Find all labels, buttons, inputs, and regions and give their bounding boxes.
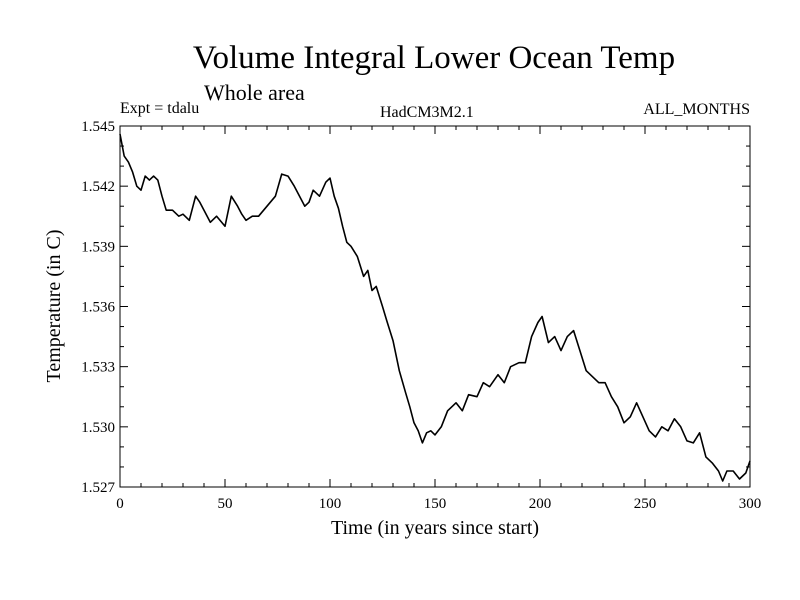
chart-title: Volume Integral Lower Ocean Temp [192,40,676,76]
y-tick-label: 1.539 [81,239,115,255]
plot-frame [119,125,751,488]
x-axis-label: Time (in years since start) [331,517,539,539]
axis-ticks: 0 50 100 150 200 250 300 1.527 1.530 1.533 1.536 1.… [81,119,761,512]
model-label: HadCM3M2.1 [380,104,474,121]
y-tick-label: 1.530 [81,420,115,436]
y-tick-label: 1.536 [81,300,115,316]
x-tick-label: 50 [218,496,233,512]
series-line-0 [119,133,751,482]
x-tick-label: 0 [116,496,124,512]
x-tick-label: 300 [739,496,762,512]
y-axis-label: Temperature (in C) [43,230,65,383]
x-tick-label: 250 [634,496,657,512]
x-tick-label: 150 [424,496,447,512]
x-tick-label: 100 [319,496,342,512]
experiment-label: Expt = tdalu [120,100,200,117]
y-tick-label: 1.533 [81,360,115,376]
y-tick-label: 1.527 [81,480,115,496]
x-tick-label: 200 [529,496,552,512]
chart-subtitle: Whole area [204,80,305,105]
period-label: ALL_MONTHS [643,101,750,118]
y-tick-label: 1.542 [81,179,115,195]
y-tick-label: 1.545 [81,119,115,135]
series-layer [119,133,751,482]
